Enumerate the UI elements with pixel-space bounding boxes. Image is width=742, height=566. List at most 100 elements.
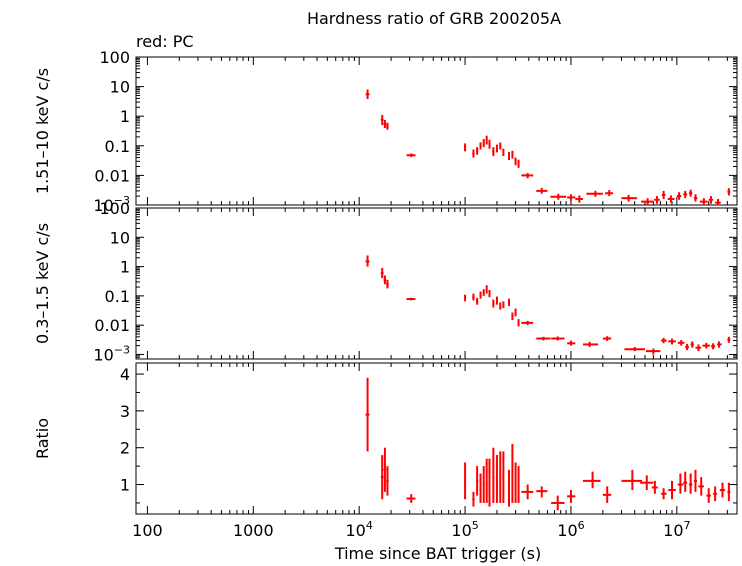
data-point xyxy=(521,173,534,179)
data-point xyxy=(719,482,725,498)
y-tick-label: 0.1 xyxy=(105,287,130,306)
data-point xyxy=(502,148,505,157)
panel-hard-band: 100 10 1 0.1 0.01 10−3 1.51–10 keV c/s xyxy=(33,48,738,215)
y-tick-label: 0.1 xyxy=(105,137,130,156)
data-point xyxy=(476,466,479,496)
chart-title: Hardness ratio of GRB 200205A xyxy=(307,9,561,28)
x-tick-label: 107 xyxy=(663,519,690,540)
data-point xyxy=(464,294,467,302)
data-point xyxy=(464,462,467,500)
data-point xyxy=(502,451,505,503)
data-point xyxy=(406,297,416,301)
data-point xyxy=(472,293,475,301)
panel-frame xyxy=(135,362,738,515)
y-tick-label: 10−3 xyxy=(93,194,130,215)
data-point xyxy=(602,336,612,341)
x-tick-label: 105 xyxy=(451,519,478,540)
data-point xyxy=(706,488,711,503)
data-point xyxy=(511,312,514,321)
data-point xyxy=(521,484,534,500)
data-point xyxy=(661,488,667,500)
data-point xyxy=(602,486,612,503)
data-point xyxy=(567,194,576,201)
data-point xyxy=(508,298,511,307)
data-point xyxy=(380,267,384,279)
data-point xyxy=(688,473,693,494)
data-point xyxy=(499,451,502,503)
data-point xyxy=(677,340,685,346)
data-point xyxy=(583,471,601,489)
data-point xyxy=(536,187,548,194)
data-point xyxy=(479,473,482,503)
data-point xyxy=(575,195,584,203)
data-point xyxy=(365,377,370,452)
x-tick-labels: 100 1000 104 105 106 107 xyxy=(132,519,690,540)
data-point xyxy=(717,341,722,348)
y-tick-label: 4 xyxy=(120,365,130,384)
data-point xyxy=(488,458,491,507)
panel-frame xyxy=(135,207,738,360)
data-point xyxy=(365,89,370,100)
data-point xyxy=(661,337,667,344)
data-point xyxy=(482,138,485,148)
y-tick-label: 100 xyxy=(99,199,130,218)
y-tick-label: 10−3 xyxy=(93,343,130,364)
data-point xyxy=(383,275,387,285)
data-point xyxy=(488,139,491,149)
panel-soft-band: 100 10 1 0.1 0.01 10−3 0.3–1.5 keV c/s xyxy=(33,199,738,364)
data-point xyxy=(386,279,389,289)
data-point xyxy=(476,147,479,155)
data-point xyxy=(699,198,708,205)
data-point xyxy=(499,142,502,150)
data-point xyxy=(482,289,485,296)
y-tick-label: 0.01 xyxy=(94,166,130,185)
x-tick-label: 104 xyxy=(346,519,373,540)
data-point xyxy=(645,348,661,355)
data-point xyxy=(624,346,645,352)
data-point xyxy=(517,159,520,168)
y-tick-label: 10 xyxy=(110,78,130,97)
data-point xyxy=(406,494,416,503)
data-point xyxy=(517,319,520,327)
y-tick-label: 100 xyxy=(99,48,130,67)
data-point xyxy=(586,190,603,197)
data-point xyxy=(690,341,694,348)
data-point xyxy=(621,469,643,491)
data-point xyxy=(727,336,731,343)
data-point xyxy=(479,142,482,150)
data-point xyxy=(488,289,491,298)
data-point xyxy=(715,198,721,205)
data-point xyxy=(386,122,389,130)
data-point xyxy=(688,189,693,197)
data-point xyxy=(605,190,614,197)
data-point xyxy=(640,475,654,491)
data-point xyxy=(621,194,637,202)
data-point xyxy=(472,149,475,158)
data-point xyxy=(536,336,551,341)
data-point xyxy=(492,447,495,503)
data-point xyxy=(693,194,698,202)
data-point xyxy=(492,147,495,157)
data-point xyxy=(536,486,548,498)
x-tick-label: 100 xyxy=(132,521,163,540)
data-point xyxy=(641,198,654,205)
data-point xyxy=(661,190,666,199)
data-point xyxy=(383,447,387,492)
data-point xyxy=(508,151,511,161)
data-point xyxy=(514,308,517,317)
data-point xyxy=(383,119,387,128)
data-point xyxy=(708,196,714,204)
x-tick-label: 1000 xyxy=(233,521,274,540)
data-point xyxy=(511,150,514,159)
y-tick-label: 10 xyxy=(110,228,130,247)
panel-ratio: 1 2 3 4 Ratio xyxy=(33,362,738,515)
data-point xyxy=(567,490,576,503)
data-point xyxy=(406,153,416,157)
y-tick-label: 1 xyxy=(120,258,130,277)
data-point xyxy=(499,302,502,310)
data-point xyxy=(683,190,688,199)
data-point xyxy=(517,466,520,503)
data-point xyxy=(514,462,517,503)
data-point xyxy=(514,157,517,166)
